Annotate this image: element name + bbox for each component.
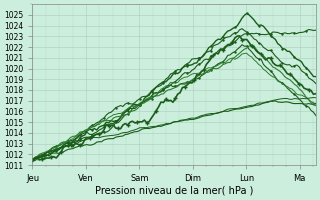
- X-axis label: Pression niveau de la mer( hPa ): Pression niveau de la mer( hPa ): [95, 186, 253, 196]
